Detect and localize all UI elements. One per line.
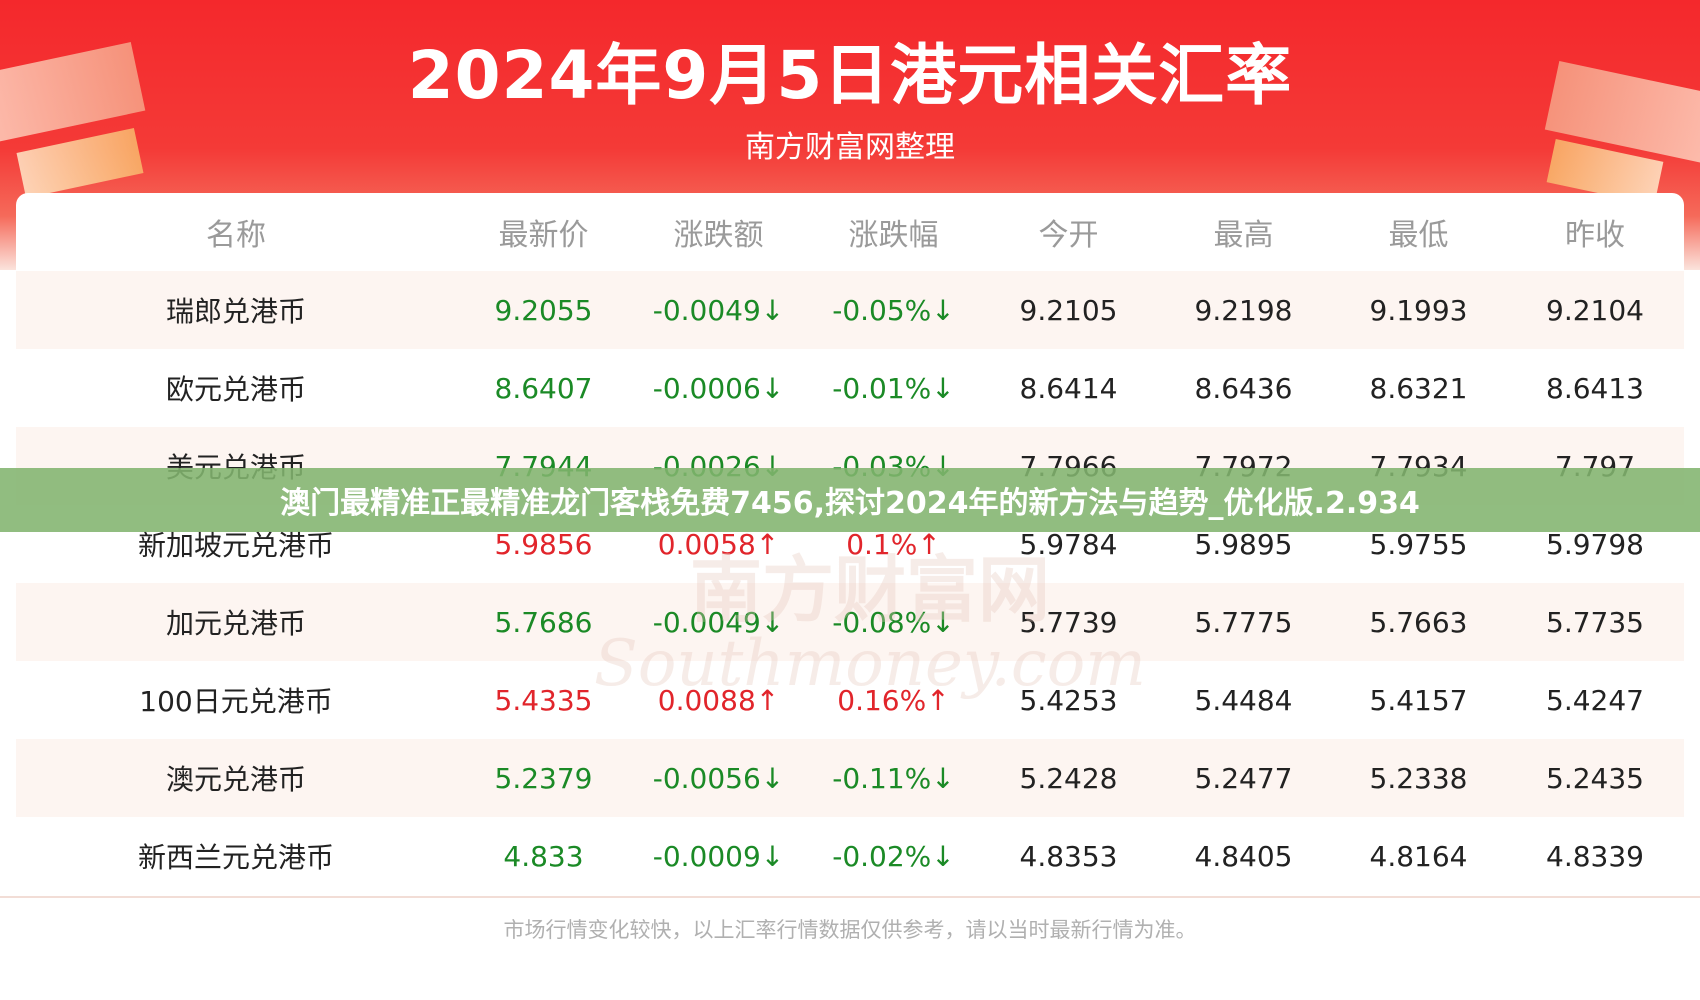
cell-open: 4.8353 <box>1019 839 1118 873</box>
cell-price: 5.2379 <box>494 761 593 795</box>
cell-pct: -0.02%↓ <box>832 839 955 873</box>
cell-pct: 0.1%↑ <box>846 527 941 561</box>
table-header: 名称 最新价 涨跌额 涨跌幅 今开 最高 最低 昨收 <box>16 193 1684 271</box>
cell-change: -0.0006↓ <box>652 371 785 405</box>
table-row: 新加坡元兑港币 5.9856 0.0058↑ 0.1%↑ 5.9784 5.9895 5.9… <box>16 505 1684 583</box>
cell-open: 5.4253 <box>1019 683 1118 717</box>
overlay-banner-text: 澳门最精准正最精准龙门客栈免费7456,探讨2024年的新方法与趋势_优化版.2… <box>280 486 1420 521</box>
cell-low: 9.1993 <box>1369 293 1468 327</box>
cell-change: -0.0049↓ <box>652 605 785 639</box>
page-title: 2024年9月5日港元相关汇率 <box>407 37 1293 114</box>
cell-price: 8.6407 <box>494 371 593 405</box>
column-header: 昨收 <box>1565 218 1625 253</box>
cell-change: -0.0056↓ <box>652 761 785 795</box>
cell-low: 8.6321 <box>1369 371 1468 405</box>
cell-open: 5.7739 <box>1019 605 1118 639</box>
cell-high: 5.7775 <box>1194 605 1293 639</box>
cell-high: 5.4484 <box>1194 683 1293 717</box>
cell-high: 4.8405 <box>1194 839 1293 873</box>
cell-pct: -0.11%↓ <box>832 761 955 795</box>
cell-pct: 0.16%↑ <box>837 683 950 717</box>
cell-open: 8.6414 <box>1019 371 1118 405</box>
column-header: 最高 <box>1213 218 1274 253</box>
cell-prev: 4.8339 <box>1546 839 1644 873</box>
cell-price: 5.9856 <box>494 527 593 561</box>
cell-open: 5.2428 <box>1019 761 1118 795</box>
cell-prev: 5.2435 <box>1546 761 1644 795</box>
column-header: 名称 <box>206 218 266 253</box>
column-header: 最低 <box>1388 218 1449 253</box>
currency-pair-name: 加元兑港币 <box>165 607 306 640</box>
cell-low: 4.8164 <box>1369 839 1468 873</box>
table-row: 欧元兑港币 8.6407 -0.0006↓ -0.01%↓ 8.6414 8.6436 8.… <box>16 349 1684 427</box>
cell-price: 5.7686 <box>494 605 593 639</box>
cell-high: 5.2477 <box>1194 761 1293 795</box>
cell-high: 8.6436 <box>1194 371 1293 405</box>
table-row: 澳元兑港币 5.2379 -0.0056↓ -0.11%↓ 5.2428 5.2477 5.… <box>16 739 1684 817</box>
column-header: 今开 <box>1038 218 1099 253</box>
cell-change: 0.0058↑ <box>657 527 780 561</box>
cell-price: 5.4335 <box>494 683 593 717</box>
table-row: 100日元兑港币 5.4335 0.0088↑ 0.16%↑ 5.4253 5.4484 5… <box>16 661 1684 739</box>
cell-pct: -0.05%↓ <box>832 293 955 327</box>
table-row: 瑞郎兑港币 9.2055 -0.0049↓ -0.05%↓ 9.2105 9.2198 9.… <box>16 271 1684 349</box>
cell-pct: -0.01%↓ <box>832 371 955 405</box>
column-header: 最新价 <box>498 218 589 253</box>
cell-prev: 5.4247 <box>1546 683 1644 717</box>
cell-open: 5.9784 <box>1019 527 1118 561</box>
cell-prev: 5.7735 <box>1546 605 1644 639</box>
footer-note: 市场行情变化较快，以上汇率行情数据仅供参考，请以当时最新行情为准。 <box>503 918 1197 942</box>
overlay-banner: 澳门最精准正最精准龙门客栈免费7456,探讨2024年的新方法与趋势_优化版.2… <box>0 468 1700 532</box>
cell-low: 5.2338 <box>1369 761 1468 795</box>
cell-pct: -0.08%↓ <box>832 605 955 639</box>
page-subtitle: 南方财富网整理 <box>745 130 955 165</box>
currency-pair-name: 新加坡元兑港币 <box>137 529 334 562</box>
cell-high: 5.9895 <box>1194 527 1293 561</box>
cell-prev: 9.2104 <box>1546 293 1644 327</box>
cell-price: 4.833 <box>503 839 584 873</box>
cell-prev: 8.6413 <box>1546 371 1644 405</box>
cell-prev: 5.9798 <box>1546 527 1644 561</box>
currency-pair-name: 澳元兑港币 <box>165 763 306 796</box>
column-header: 涨跌幅 <box>848 218 939 253</box>
cell-change: 0.0088↑ <box>657 683 780 717</box>
currency-pair-name: 新西兰元兑港币 <box>137 841 334 874</box>
cell-change: -0.0049↓ <box>652 293 785 327</box>
table-row: 新西兰元兑港币 4.833 -0.0009↓ -0.02%↓ 4.8353 4.8405 4… <box>16 817 1684 895</box>
cell-open: 9.2105 <box>1019 293 1118 327</box>
cell-low: 5.4157 <box>1369 683 1468 717</box>
cell-price: 9.2055 <box>494 293 593 327</box>
exchange-rate-table: 名称 最新价 涨跌额 涨跌幅 今开 最高 最低 昨收 瑞郎兑港币 9.2055 -0… <box>16 193 1684 898</box>
column-header: 涨跌额 <box>673 218 764 253</box>
cell-low: 5.9755 <box>1369 527 1468 561</box>
cell-change: -0.0009↓ <box>652 839 785 873</box>
currency-pair-name: 欧元兑港币 <box>165 373 306 406</box>
footer-divider <box>0 896 1700 898</box>
table-row: 加元兑港币 5.7686 -0.0049↓ -0.08%↓ 5.7739 5.7775 5.… <box>16 583 1684 661</box>
cell-low: 5.7663 <box>1369 605 1468 639</box>
cell-high: 9.2198 <box>1194 293 1293 327</box>
currency-pair-name: 瑞郎兑港币 <box>165 295 306 328</box>
currency-pair-name: 100日元兑港币 <box>139 685 333 718</box>
